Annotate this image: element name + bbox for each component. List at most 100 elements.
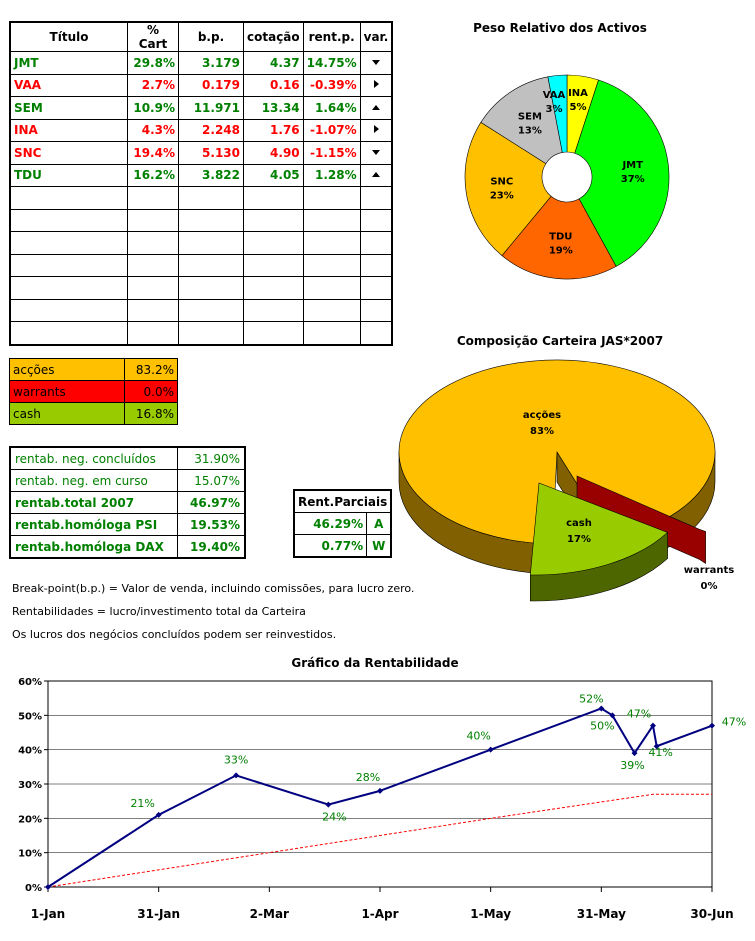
holding-rent: 14.75%	[302, 51, 361, 75]
holding-cotacao: 4.90	[243, 141, 304, 165]
line-data-label: 50%	[590, 719, 614, 732]
empty-cell	[243, 276, 304, 300]
pie1-title: Peso Relativo dos Activos	[473, 21, 647, 35]
empty-cell	[359, 276, 393, 300]
empty-cell	[9, 253, 128, 277]
rentab-label: rentab. neg. concluídos	[9, 446, 178, 470]
empty-cell	[243, 298, 304, 322]
holding-empty-row	[9, 208, 393, 232]
empty-cell	[359, 298, 393, 322]
holding-cart: 19.4%	[127, 141, 179, 165]
empty-cell	[243, 253, 304, 277]
holding-row: INA 4.3% 2.248 1.76 -1.07%	[9, 118, 393, 142]
line-data-label: 24%	[322, 811, 346, 824]
line-ytick-label: 60%	[18, 677, 42, 688]
holding-cart: 16.2%	[127, 163, 179, 187]
holding-cotacao: 1.76	[243, 118, 304, 142]
allocation-label: cash	[9, 402, 125, 425]
pie1-percent: 37%	[621, 174, 645, 185]
empty-cell	[178, 253, 244, 277]
empty-cell	[9, 186, 128, 210]
holding-row: SEM 10.9% 11.971 13.34 1.64%	[9, 96, 393, 120]
empty-cell	[178, 298, 244, 322]
holding-cart: 4.3%	[127, 118, 179, 142]
holding-cotacao: 4.05	[243, 163, 304, 187]
line-xtick-label: 31-Jan	[137, 907, 180, 921]
empty-cell	[127, 231, 179, 255]
holding-ticker: INA	[9, 118, 128, 142]
pie1-percent: 5%	[570, 102, 587, 113]
pie1-slice-snc	[464, 121, 552, 257]
empty-cell	[302, 253, 361, 277]
line-chart: 0% 10% 20% 30% 40% 50% 60% 1-Jan 31-Jan 2-Mar 1-Ap…	[18, 677, 746, 921]
pie1-percent: 23%	[490, 190, 514, 201]
holding-bp: 2.248	[178, 118, 244, 142]
line-xtick-label: 1-Jan	[31, 907, 65, 921]
empty-cell	[127, 253, 179, 277]
allocation-table: acções 83.2% warrants 0.0% cash 16.8%	[9, 358, 178, 425]
var-right-icon	[359, 118, 393, 142]
pie2-slice-acoes	[398, 359, 716, 545]
line-ytick-label: 10%	[18, 849, 42, 860]
line-point	[233, 772, 240, 779]
empty-cell	[9, 276, 128, 300]
pie2-percent: 83%	[530, 426, 554, 437]
line-data-label: 39%	[620, 759, 644, 772]
holding-row: VAA 2.7% 0.179 0.16 -0.39%	[9, 73, 393, 97]
holding-bp: 3.179	[178, 51, 244, 75]
pie2-title: Composição Carteira JAS*2007	[456, 334, 664, 348]
parciais-code: W	[366, 534, 392, 558]
pie2-percent: 17%	[567, 534, 591, 545]
rentab-label: rentab. neg. em curso	[9, 469, 178, 492]
rentab-value: 15.07%	[177, 469, 246, 492]
pie2-chart: acções 83% cash 17% warrants 0%	[398, 359, 734, 602]
line-point	[155, 811, 162, 818]
holding-ticker: JMT	[9, 51, 128, 75]
rentab-label: rentab.total 2007	[9, 491, 178, 514]
line-data-label: 33%	[224, 753, 248, 766]
holding-cart: 10.9%	[127, 96, 179, 120]
empty-cell	[127, 321, 179, 345]
holding-bp: 3.822	[178, 163, 244, 187]
line-xtick-label: 1-Apr	[361, 907, 398, 921]
rentab-label: rentab.homóloga PSI	[9, 513, 178, 536]
pie2-percent: 0%	[701, 581, 718, 592]
var-up-icon	[359, 163, 393, 187]
holding-empty-row	[9, 276, 393, 300]
allocation-label: warrants	[9, 380, 125, 403]
holding-bp: 11.971	[178, 96, 244, 120]
col-rent: rent.p.	[302, 21, 361, 52]
holding-empty-row	[9, 253, 393, 277]
line-point	[325, 801, 332, 808]
holding-ticker: SEM	[9, 96, 128, 120]
holdings-table: Título % Cart b.p. cotação rent.p. var. …	[9, 21, 394, 346]
pie1-label: INA	[568, 88, 588, 99]
allocation-value: 0.0%	[124, 380, 178, 403]
pie1-label: JMT	[621, 160, 643, 171]
pie2-label: cash	[566, 518, 592, 529]
rentab-value: 46.97%	[177, 491, 246, 514]
var-up-icon	[359, 96, 393, 120]
line-point	[709, 722, 715, 729]
line-ytick-label: 0%	[25, 883, 42, 894]
empty-cell	[302, 208, 361, 232]
parciais-table: Rent.Parciais 46.29% A 0.77% W	[293, 489, 393, 558]
empty-cell	[9, 298, 128, 322]
pie1-slice-jmt	[574, 79, 670, 267]
line-point	[609, 712, 616, 719]
empty-cell	[302, 276, 361, 300]
holding-empty-row	[9, 298, 393, 322]
holding-rent: 1.64%	[302, 96, 361, 120]
line-point	[598, 705, 605, 712]
empty-cell	[359, 231, 393, 255]
holding-rent: -1.15%	[302, 141, 361, 165]
line-ytick-label: 20%	[18, 814, 42, 825]
holding-cotacao: 4.37	[243, 51, 304, 75]
rentab-row: rentab. neg. concluídos 31.90%	[9, 446, 246, 470]
var-down-icon	[359, 141, 393, 165]
line-series-rentabilidade	[47, 707, 713, 888]
line-ytick-label: 40%	[18, 746, 42, 757]
pie1-slice-sem	[480, 76, 563, 165]
allocation-row: acções 83.2%	[9, 358, 178, 381]
holding-row: JMT 29.8% 3.179 4.37 14.75%	[9, 51, 393, 75]
